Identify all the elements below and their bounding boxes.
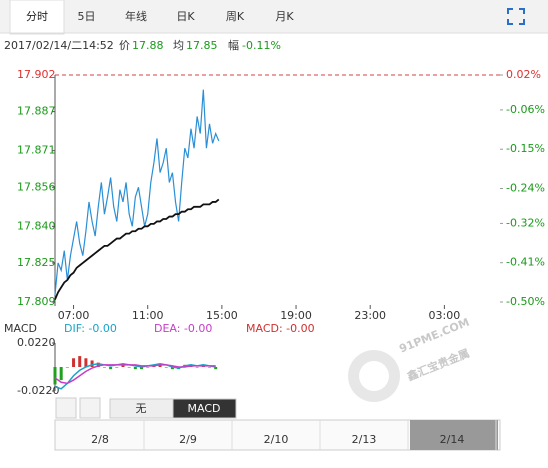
tab[interactable]: 年线 [125, 9, 147, 23]
macd-line [54, 362, 216, 390]
info-avg-label: 均 [173, 39, 184, 52]
tab[interactable]: 5日 [78, 10, 96, 23]
price-line [54, 89, 220, 295]
legend-entry: DIF: -0.00 [64, 322, 117, 335]
indicator-title: MACD [4, 322, 37, 335]
y2-tick-label: -0.06% [506, 103, 545, 116]
navigator-window[interactable] [410, 420, 498, 450]
macd-bar [170, 367, 174, 370]
navigator-date: 2/10 [264, 433, 289, 446]
navigator-date: 2/9 [179, 433, 197, 446]
info-price-label: 价 [119, 39, 130, 52]
macd-bar [53, 367, 57, 385]
info-datetime: 2017/02/14/二14:52 [4, 39, 114, 52]
y2-tick-label: -0.15% [506, 142, 545, 155]
macd-bar [140, 367, 144, 370]
macd-bar [146, 367, 150, 368]
navigator-date: 2/8 [91, 433, 109, 446]
nav-button-left[interactable] [55, 397, 77, 419]
x-tick-label: 15:00 [206, 309, 238, 322]
y-tick-label: 17.887 [17, 105, 56, 118]
macd-bar [121, 364, 125, 367]
active-tab-bg [9, 0, 65, 35]
macd-bar [195, 367, 199, 368]
x-tick-label: 23:00 [354, 309, 386, 322]
watermark-name: 鑫汇宝贵金属 [404, 346, 471, 384]
macd-bar [72, 358, 76, 367]
watermark [348, 350, 400, 402]
legend-entry: MACD: -0.00 [246, 322, 315, 335]
tab[interactable]: 日K [176, 10, 195, 23]
y2-tick-label: -0.41% [506, 256, 545, 269]
macd-bar [158, 364, 162, 367]
macd-bar [84, 358, 88, 367]
info-change: -0.11% [242, 39, 281, 52]
x-tick-label: 03:00 [429, 309, 461, 322]
macd-bar [127, 367, 131, 368]
y2-tick-label: -0.32% [506, 216, 545, 229]
y2-tick-label: 0.02% [506, 68, 541, 81]
indicator-tab[interactable]: 无 [136, 402, 147, 415]
y-tick-label: -0.0220 [17, 384, 59, 397]
x-tick-label: 19:00 [280, 309, 312, 322]
y-tick-label: 17.809 [17, 295, 56, 308]
x-tick-label: 11:00 [132, 309, 164, 322]
y-tick-label: 17.871 [17, 144, 56, 157]
navigator-date: 2/14 [440, 433, 465, 446]
tab[interactable]: 周K [226, 10, 245, 23]
y-tick-label: 17.902 [17, 68, 56, 81]
tab-bar [0, 0, 548, 33]
macd-bar [214, 367, 218, 370]
macd-bar [115, 367, 119, 368]
y-tick-label: 17.856 [17, 180, 56, 193]
average-line [54, 198, 220, 300]
tab[interactable]: 月K [275, 10, 294, 23]
nav-button-right[interactable] [79, 397, 101, 419]
macd-bar [133, 367, 137, 370]
navigator-date: 2/13 [352, 433, 377, 446]
macd-bar [78, 356, 82, 367]
macd-bar [65, 367, 69, 368]
macd-bar [109, 367, 113, 370]
macd-line [54, 364, 216, 385]
macd-bar [96, 362, 100, 367]
y-tick-label: 17.840 [17, 219, 56, 232]
x-tick-label: 07:00 [58, 309, 90, 322]
macd-bar [208, 367, 212, 368]
info-avg: 17.85 [186, 39, 218, 52]
macd-bar [59, 367, 63, 381]
info-change-label: 幅 [228, 39, 239, 52]
y2-tick-label: -0.50% [506, 295, 545, 308]
y-tick-label: 0.0220 [17, 336, 56, 349]
tab[interactable]: 分时 [26, 10, 48, 23]
y2-tick-label: -0.24% [506, 182, 545, 195]
fullscreen-icon[interactable] [507, 8, 525, 25]
macd-bar [102, 367, 106, 368]
y-tick-label: 17.825 [17, 256, 56, 269]
legend-entry: DEA: -0.00 [154, 322, 212, 335]
macd-bar [90, 360, 94, 367]
macd-bar [164, 367, 168, 368]
indicator-tab-bg[interactable] [172, 398, 237, 419]
info-price: 17.88 [132, 39, 164, 52]
indicator-tab[interactable]: MACD [188, 402, 221, 415]
